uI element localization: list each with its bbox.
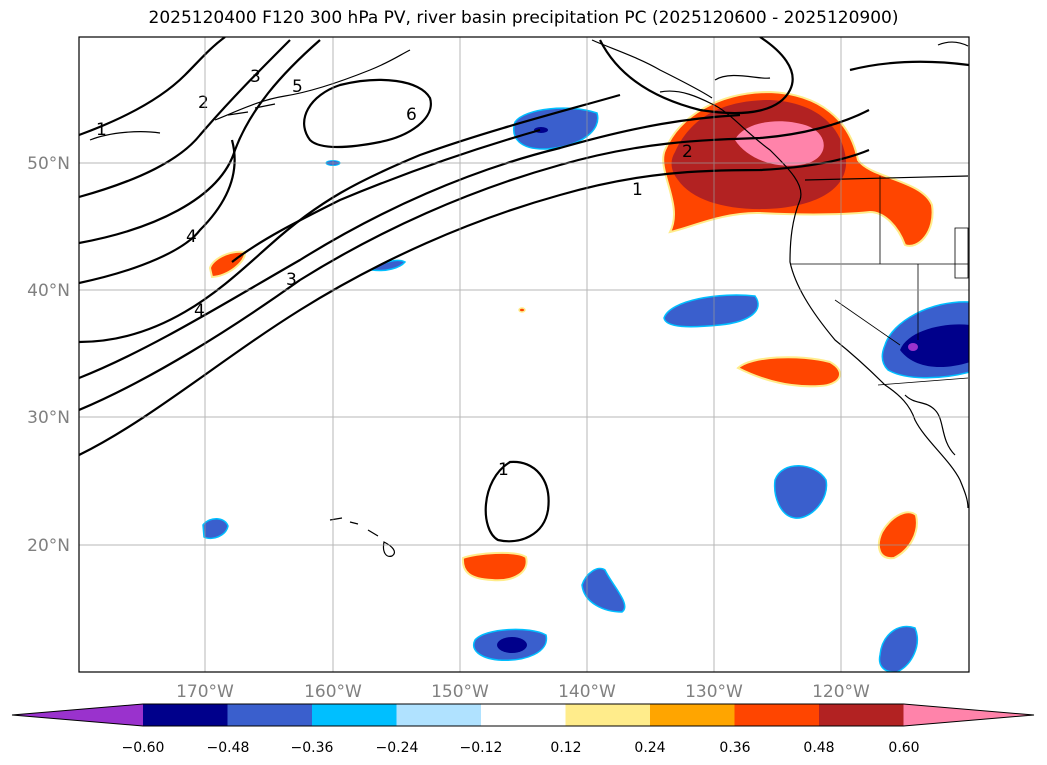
colorbar-tick-labels: −0.60 −0.48 −0.36 −0.24 −0.12 0.12 0.24 … <box>122 740 920 756</box>
colorbar-segment <box>481 704 566 726</box>
lat-tick-label: 40°N <box>27 281 70 301</box>
colorbar-segment <box>143 704 228 726</box>
map-content: 1 2 3 4 5 6 1 2 3 4 1 <box>79 37 969 672</box>
map-frame <box>78 36 970 673</box>
colorbar-segment <box>819 704 904 726</box>
pv-label: 3 <box>250 67 261 87</box>
colorbar-segment <box>396 704 481 726</box>
colorbar-tick-label: 0.12 <box>550 740 581 756</box>
pv-label: 4 <box>194 301 205 321</box>
colorbar-segment <box>12 704 143 726</box>
pv-label: 1 <box>96 120 107 140</box>
lon-tick-label: 150°W <box>431 682 489 702</box>
lon-tick-label: 160°W <box>304 682 362 702</box>
colorbar-tick-label: −0.48 <box>207 740 250 756</box>
lat-tick-label: 20°N <box>27 536 70 556</box>
colorbar-tick-label: 0.48 <box>803 740 834 756</box>
pv-label: 5 <box>292 77 303 97</box>
pv-contours <box>79 37 969 543</box>
colorbar-tick-label: −0.60 <box>122 740 165 756</box>
lat-tick-label: 30°N <box>27 408 70 428</box>
lon-tick-labels: 170°W 160°W 150°W 140°W 130°W 120°W <box>176 682 870 702</box>
lat-tick-labels: 50°N 40°N 30°N 20°N <box>27 154 70 556</box>
coastlines <box>89 39 969 557</box>
colorbar-segment <box>903 704 1034 726</box>
colorbar-segment <box>227 704 312 726</box>
lon-tick-label: 120°W <box>812 682 870 702</box>
colorbar-tick-label: −0.36 <box>291 740 334 756</box>
map-title: 2025120400 F120 300 hPa PV, river basin … <box>148 8 899 28</box>
pv-label: 4 <box>186 227 197 247</box>
colorbar-segment <box>565 704 650 726</box>
lon-tick-label: 170°W <box>176 682 234 702</box>
pv-label: 2 <box>682 142 693 162</box>
lon-tick-label: 140°W <box>558 682 616 702</box>
colorbar-outline <box>11 703 1035 727</box>
colorbar-tick-label: 0.24 <box>634 740 665 756</box>
colorbar-tick-label: 0.60 <box>888 740 919 756</box>
pv-contour-labels: 1 2 3 4 5 6 1 2 3 4 1 <box>96 67 693 480</box>
pv-label: 1 <box>498 460 509 480</box>
gridlines <box>79 37 969 672</box>
colorbar-segment <box>312 704 397 726</box>
colorbar-segment <box>650 704 735 726</box>
colorbar-tick-label: 0.36 <box>719 740 750 756</box>
lat-tick-label: 50°N <box>27 154 70 174</box>
pv-label: 1 <box>632 180 643 200</box>
pv-label: 6 <box>406 105 417 125</box>
colorbar-tick-label: −0.24 <box>376 740 419 756</box>
precipitation-shading <box>202 90 969 672</box>
colorbar-segment <box>734 704 819 726</box>
lon-tick-label: 130°W <box>685 682 743 702</box>
colorbar <box>11 703 1035 727</box>
colorbar-tick-label: −0.12 <box>460 740 503 756</box>
pv-label: 2 <box>198 93 209 113</box>
pv-label: 3 <box>286 270 297 290</box>
